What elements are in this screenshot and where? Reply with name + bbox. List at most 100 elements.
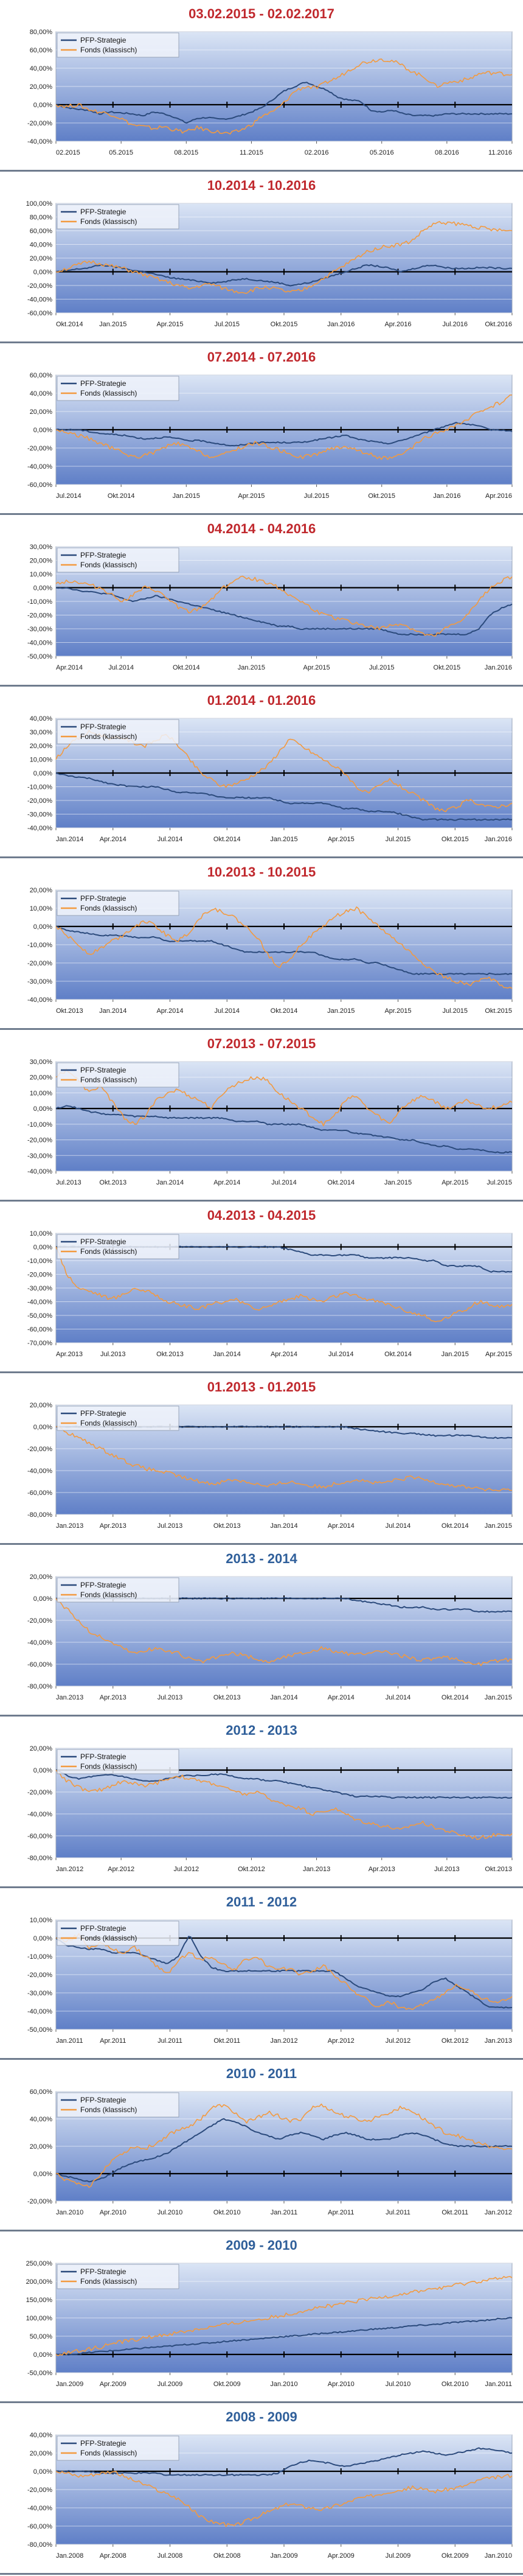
legend-box [57, 2092, 179, 2118]
y-tick-label: -30,00% [27, 978, 52, 985]
legend-entry: PFP-Strategie [80, 2267, 126, 2276]
panel-separator [0, 170, 523, 172]
x-tick-label: Jan.2013 [303, 1866, 330, 1873]
x-tick-label: Apr.2012 [328, 2037, 355, 2045]
x-tick-label: Okt.2014 [271, 1007, 298, 1015]
y-tick-label: -80,00% [27, 2541, 52, 2549]
x-tick-label: Apr.2016 [485, 492, 512, 500]
chart-svg: 10.2013 - 10.2015 20,00% 10,00% 0,00% -10,00… [27, 864, 513, 1015]
chart-title: 2012 - 2013 [226, 1723, 297, 1738]
x-tick-label: 05.2016 [370, 149, 394, 156]
y-tick-label: -50,00% [27, 2026, 52, 2034]
panel-separator [0, 1886, 523, 1888]
series-line-fund [55, 1068, 513, 1127]
legend-box [57, 376, 179, 401]
chart-panel: 01.2013 - 01.2015 20,00% 0,00% -20,00% -40,0… [0, 1373, 523, 1545]
x-tick-label: Okt.2011 [442, 2209, 468, 2216]
x-tick-label: 02.2016 [305, 149, 329, 156]
legend-entry: Fonds (klassisch) [80, 1762, 137, 1771]
x-tick-label: Okt.2014 [213, 836, 241, 843]
series-line-strategy [55, 2447, 513, 2476]
y-tick-label: 0,00% [33, 102, 52, 109]
x-tick-label: Jul.2015 [304, 492, 330, 500]
legend-entry: Fonds (klassisch) [80, 1934, 137, 1942]
y-tick-label: -60,00% [27, 481, 52, 489]
y-tick-label: 30,00% [30, 729, 53, 737]
y-tick-label: 0,00% [33, 1244, 52, 1251]
legend-box [57, 204, 179, 229]
y-tick-label: -10,00% [27, 942, 52, 949]
y-tick-label: 0,00% [33, 1105, 52, 1113]
y-tick-label: -20,00% [27, 1446, 52, 1453]
x-tick-label: Apr.2016 [384, 321, 411, 328]
x-tick-label: Jan.2012 [270, 2037, 297, 2045]
y-tick-label: -20,00% [27, 1972, 52, 1979]
x-tick-label: Okt.2016 [485, 321, 512, 328]
x-tick-label: 05.2015 [109, 149, 133, 156]
x-tick-label: Jan.2016 [327, 321, 355, 328]
x-tick-label: Apr.2014 [100, 836, 126, 843]
y-tick-label: -20,00% [27, 612, 52, 620]
chart-svg: 10.2014 - 10.2016 100,00% 80,00% 60,00% 40,0… [26, 178, 513, 328]
y-tick-label: 80,00% [30, 214, 53, 222]
series-line-fund [55, 1933, 513, 2011]
x-tick-label: Jan.2008 [56, 2552, 83, 2560]
x-tick-label: Okt.2013 [213, 1522, 241, 1530]
legend-entry: Fonds (klassisch) [80, 2105, 137, 2114]
y-tick-label: -40,00% [27, 996, 52, 1004]
x-tick-label: Okt.2014 [442, 1694, 469, 1701]
y-tick-label: 0,00% [33, 1424, 52, 1431]
x-tick-label: Jul.2013 [158, 1522, 183, 1530]
legend-entry: PFP-Strategie [80, 2439, 126, 2448]
x-tick-label: Okt.2008 [213, 2552, 241, 2560]
legend-entry: Fonds (klassisch) [80, 1076, 137, 1084]
x-tick-label: Apr.2009 [100, 2381, 126, 2388]
y-tick-label: -20,00% [27, 120, 52, 127]
x-tick-label: Jan.2010 [485, 2552, 512, 2560]
y-tick-label: -10,00% [27, 598, 52, 606]
x-tick-label: Apr.2014 [213, 1179, 240, 1186]
chart-panel: 2012 - 2013 20,00% 0,00% -20,00% -40,00% -60,… [0, 1717, 523, 1888]
series-line-fund [55, 1426, 513, 1492]
panel-separator [0, 2230, 523, 2231]
y-tick-label: -40,00% [27, 463, 52, 471]
y-tick-label: -40,00% [27, 825, 52, 832]
x-tick-label: Jul.2009 [158, 2381, 183, 2388]
y-tick-label: 200,00% [26, 2278, 53, 2286]
chart-panel: 07.2014 - 07.2016 60,00% 40,00% 20,00% 0,00%… [0, 343, 523, 515]
y-tick-label: 20,00% [30, 408, 53, 416]
x-tick-label: Apr.2014 [328, 1522, 355, 1530]
x-tick-label: Jan.2010 [56, 2209, 83, 2216]
x-tick-label: Apr.2014 [328, 1694, 355, 1701]
x-tick-label: Jul.2012 [386, 2037, 411, 2045]
series-line-fund [55, 394, 512, 460]
y-tick-label: 20,00% [30, 255, 53, 262]
series-line-strategy [55, 2118, 513, 2183]
y-tick-label: -60,00% [27, 1326, 52, 1334]
y-tick-label: 10,00% [30, 1230, 53, 1237]
y-tick-label: -80,00% [27, 1511, 52, 1519]
x-tick-label: Jan.2013 [56, 1694, 83, 1701]
chart-svg: 01.2013 - 01.2015 20,00% 0,00% -20,00% -40,0… [27, 1379, 513, 1530]
y-tick-label: 40,00% [30, 242, 53, 249]
y-tick-label: -20,00% [27, 2198, 52, 2205]
legend-entry: PFP-Strategie [80, 723, 126, 731]
x-tick-label: Okt.2015 [434, 664, 461, 671]
y-tick-label: 60,00% [30, 2088, 53, 2096]
y-tick-label: -40,00% [27, 138, 52, 145]
chart-title: 2013 - 2014 [226, 1551, 297, 1566]
y-tick-label: -10,00% [27, 784, 52, 791]
series-line-fund [55, 58, 513, 135]
x-tick-label: Okt.2014 [173, 664, 200, 671]
y-tick-label: 0,00% [33, 2351, 52, 2359]
chart-svg: 2013 - 2014 20,00% 0,00% -20,00% -40,00% -60,… [27, 1551, 513, 1701]
chart-panel: 2008 - 2009 40,00% 20,00% 0,00% -20,00% -40,0… [0, 2403, 523, 2575]
y-tick-label: -10,00% [27, 1953, 52, 1961]
y-tick-label: -60,00% [27, 2523, 52, 2530]
series-line-strategy [55, 1769, 513, 1799]
x-tick-label: Okt.2015 [368, 492, 395, 500]
y-tick-label: -20,00% [27, 1617, 52, 1625]
legend-box [57, 2264, 179, 2289]
chart-panel: 10.2014 - 10.2016 100,00% 80,00% 60,00% 40,0… [0, 172, 523, 343]
